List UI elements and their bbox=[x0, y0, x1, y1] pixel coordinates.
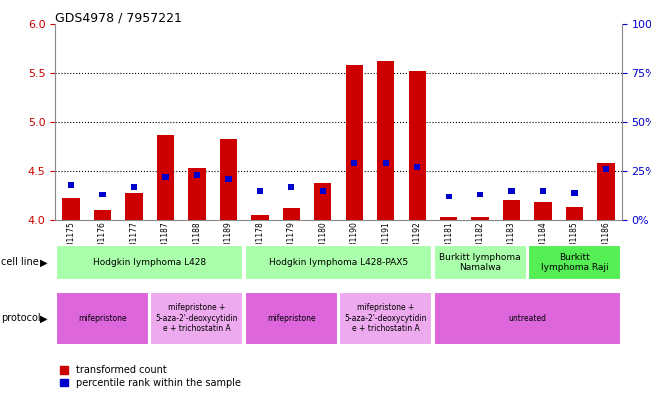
Bar bbox=[188, 168, 206, 220]
Bar bbox=[440, 217, 457, 220]
Bar bbox=[503, 200, 520, 220]
Text: Burkitt lymphoma
Namalwa: Burkitt lymphoma Namalwa bbox=[439, 253, 521, 272]
Text: mifepristone: mifepristone bbox=[267, 314, 316, 323]
Bar bbox=[320, 188, 326, 194]
Bar bbox=[245, 245, 432, 279]
Bar bbox=[126, 193, 143, 220]
Text: cell line: cell line bbox=[1, 257, 38, 267]
Bar bbox=[409, 71, 426, 220]
Bar bbox=[283, 208, 300, 220]
Bar bbox=[157, 134, 174, 220]
Bar bbox=[383, 160, 389, 166]
Bar bbox=[434, 245, 527, 279]
Text: ▶: ▶ bbox=[40, 257, 48, 267]
Text: untreated: untreated bbox=[508, 314, 546, 323]
Text: GDS4978 / 7957221: GDS4978 / 7957221 bbox=[55, 12, 182, 25]
Text: mifepristone +
5-aza-2'-deoxycytidin
e + trichostatin A: mifepristone + 5-aza-2'-deoxycytidin e +… bbox=[156, 303, 238, 333]
Bar bbox=[251, 215, 268, 220]
Bar bbox=[245, 292, 338, 345]
Bar bbox=[434, 292, 621, 345]
Text: Hodgkin lymphoma L428-PAX5: Hodgkin lymphoma L428-PAX5 bbox=[269, 258, 408, 267]
Bar bbox=[471, 217, 489, 220]
Bar bbox=[56, 292, 149, 345]
Legend: transformed count, percentile rank within the sample: transformed count, percentile rank withi… bbox=[60, 365, 241, 388]
Bar bbox=[477, 192, 483, 198]
Bar bbox=[194, 172, 200, 178]
Text: Hodgkin lymphoma L428: Hodgkin lymphoma L428 bbox=[93, 258, 206, 267]
Bar bbox=[220, 139, 237, 220]
Bar bbox=[100, 192, 105, 198]
Bar bbox=[62, 198, 79, 220]
Bar bbox=[94, 210, 111, 220]
Bar bbox=[346, 65, 363, 220]
Text: mifepristone: mifepristone bbox=[78, 314, 127, 323]
Bar bbox=[445, 194, 452, 200]
Bar bbox=[534, 202, 551, 220]
Bar bbox=[540, 188, 546, 194]
Bar bbox=[225, 176, 232, 182]
Bar bbox=[572, 190, 577, 195]
Bar bbox=[598, 163, 615, 220]
Bar bbox=[162, 174, 169, 180]
Text: ▶: ▶ bbox=[40, 313, 48, 323]
Text: mifepristone +
5-aza-2'-deoxycytidin
e + trichostatin A: mifepristone + 5-aza-2'-deoxycytidin e +… bbox=[344, 303, 427, 333]
Bar bbox=[566, 208, 583, 220]
Text: protocol: protocol bbox=[1, 313, 40, 323]
Bar bbox=[288, 184, 294, 190]
Bar bbox=[256, 188, 263, 194]
Bar bbox=[56, 245, 243, 279]
Bar bbox=[150, 292, 243, 345]
Bar bbox=[377, 61, 395, 220]
Bar bbox=[131, 184, 137, 190]
Bar bbox=[414, 164, 421, 170]
Bar bbox=[314, 183, 331, 220]
Bar bbox=[508, 188, 515, 194]
Bar bbox=[528, 245, 621, 279]
Text: Burkitt
lymphoma Raji: Burkitt lymphoma Raji bbox=[541, 253, 608, 272]
Bar bbox=[351, 160, 357, 166]
Bar bbox=[603, 166, 609, 172]
Bar bbox=[68, 182, 74, 187]
Bar bbox=[339, 292, 432, 345]
